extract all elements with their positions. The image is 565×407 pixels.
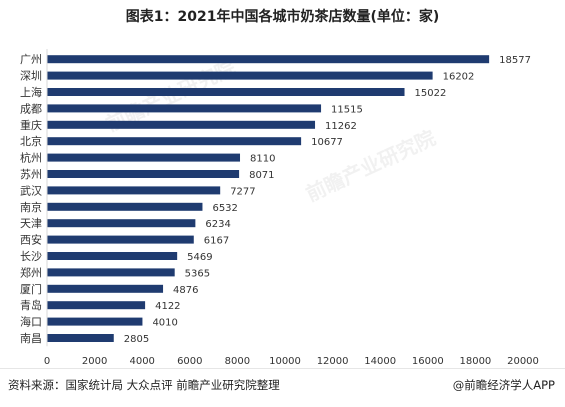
bar-5 — [47, 137, 302, 146]
category-label: 深圳 — [20, 70, 42, 83]
category-label: 西安 — [20, 233, 42, 247]
bar-10 — [47, 219, 196, 228]
bar-4 — [47, 120, 316, 129]
value-label: 18577 — [499, 55, 531, 66]
x-tick-label: 6000 — [177, 356, 202, 367]
category-label: 长沙 — [20, 250, 42, 263]
bar-9 — [47, 202, 203, 211]
bar-1 — [47, 71, 433, 80]
x-tick-label: 2000 — [82, 356, 107, 367]
value-label: 6532 — [212, 203, 237, 214]
category-label: 海口 — [20, 315, 42, 329]
x-tick-label: 18000 — [459, 356, 491, 367]
value-label: 15022 — [415, 88, 447, 99]
x-tick-label: 14000 — [364, 356, 396, 367]
category-label: 厦门 — [20, 282, 42, 296]
value-label: 7277 — [230, 186, 255, 197]
category-label: 广州 — [20, 53, 42, 66]
category-label: 南京 — [20, 200, 42, 214]
value-label: 6167 — [204, 236, 229, 247]
value-label: 11262 — [325, 121, 357, 132]
value-label: 8110 — [250, 154, 275, 165]
x-axis-ticks: 0 2000 4000 6000 8000 10000 12000 14000 16000 180… — [44, 356, 539, 367]
value-label: 5469 — [187, 252, 212, 263]
bar-3 — [47, 104, 322, 113]
bar-14 — [47, 284, 164, 293]
value-label: 2805 — [124, 334, 149, 345]
category-label: 苏州 — [20, 168, 42, 181]
value-label: 5365 — [185, 268, 210, 279]
category-label: 北京 — [20, 134, 42, 148]
bar-15 — [47, 301, 146, 310]
category-label: 成都 — [20, 102, 42, 115]
category-label: 杭州 — [20, 151, 42, 165]
x-tick-label: 20000 — [507, 356, 539, 367]
x-tick-label: 4000 — [129, 356, 154, 367]
x-tick-label: 10000 — [269, 356, 301, 367]
category-label: 南昌 — [20, 332, 42, 345]
value-label: 16202 — [443, 72, 475, 83]
x-tick-label: 16000 — [412, 356, 444, 367]
x-tick-label: 0 — [44, 356, 50, 367]
bar-17 — [47, 334, 114, 342]
data-labels: 18577 16202 15022 11515 11262 10677 8110 8071 72… — [124, 55, 531, 345]
category-label: 武汉 — [20, 184, 42, 197]
x-tick-label: 8000 — [225, 356, 250, 367]
source-note: 资料来源：国家统计局 大众点评 前瞻产业研究院整理 — [8, 378, 280, 392]
x-tick-label: 12000 — [317, 356, 349, 367]
value-label: 6234 — [205, 219, 230, 230]
value-label: 10677 — [311, 137, 343, 148]
value-label: 4876 — [173, 285, 198, 296]
chart-title: 图表1：2021年中国各城市奶茶店数量(单位：家) — [125, 9, 440, 25]
bar-8 — [47, 186, 221, 195]
bar-16 — [47, 317, 143, 326]
footer-divider — [0, 368, 565, 369]
bars-group — [47, 55, 490, 342]
bar-2 — [47, 88, 405, 96]
bar-13 — [47, 268, 175, 277]
value-label: 11515 — [331, 104, 363, 115]
value-label: 8071 — [249, 170, 274, 181]
category-label: 上海 — [20, 85, 42, 99]
category-label: 天津 — [20, 217, 42, 230]
category-label: 重庆 — [20, 118, 42, 132]
value-label: 4010 — [152, 318, 177, 329]
category-label: 郑州 — [20, 265, 42, 279]
bar-6 — [47, 153, 241, 162]
bar-12 — [47, 252, 178, 260]
bar-11 — [47, 235, 194, 244]
value-label: 4122 — [155, 301, 180, 312]
bar-7 — [47, 170, 240, 178]
category-label: 青岛 — [20, 298, 42, 312]
brand-credit: @前瞻经济学人APP — [452, 378, 555, 392]
bar-0 — [47, 55, 490, 64]
